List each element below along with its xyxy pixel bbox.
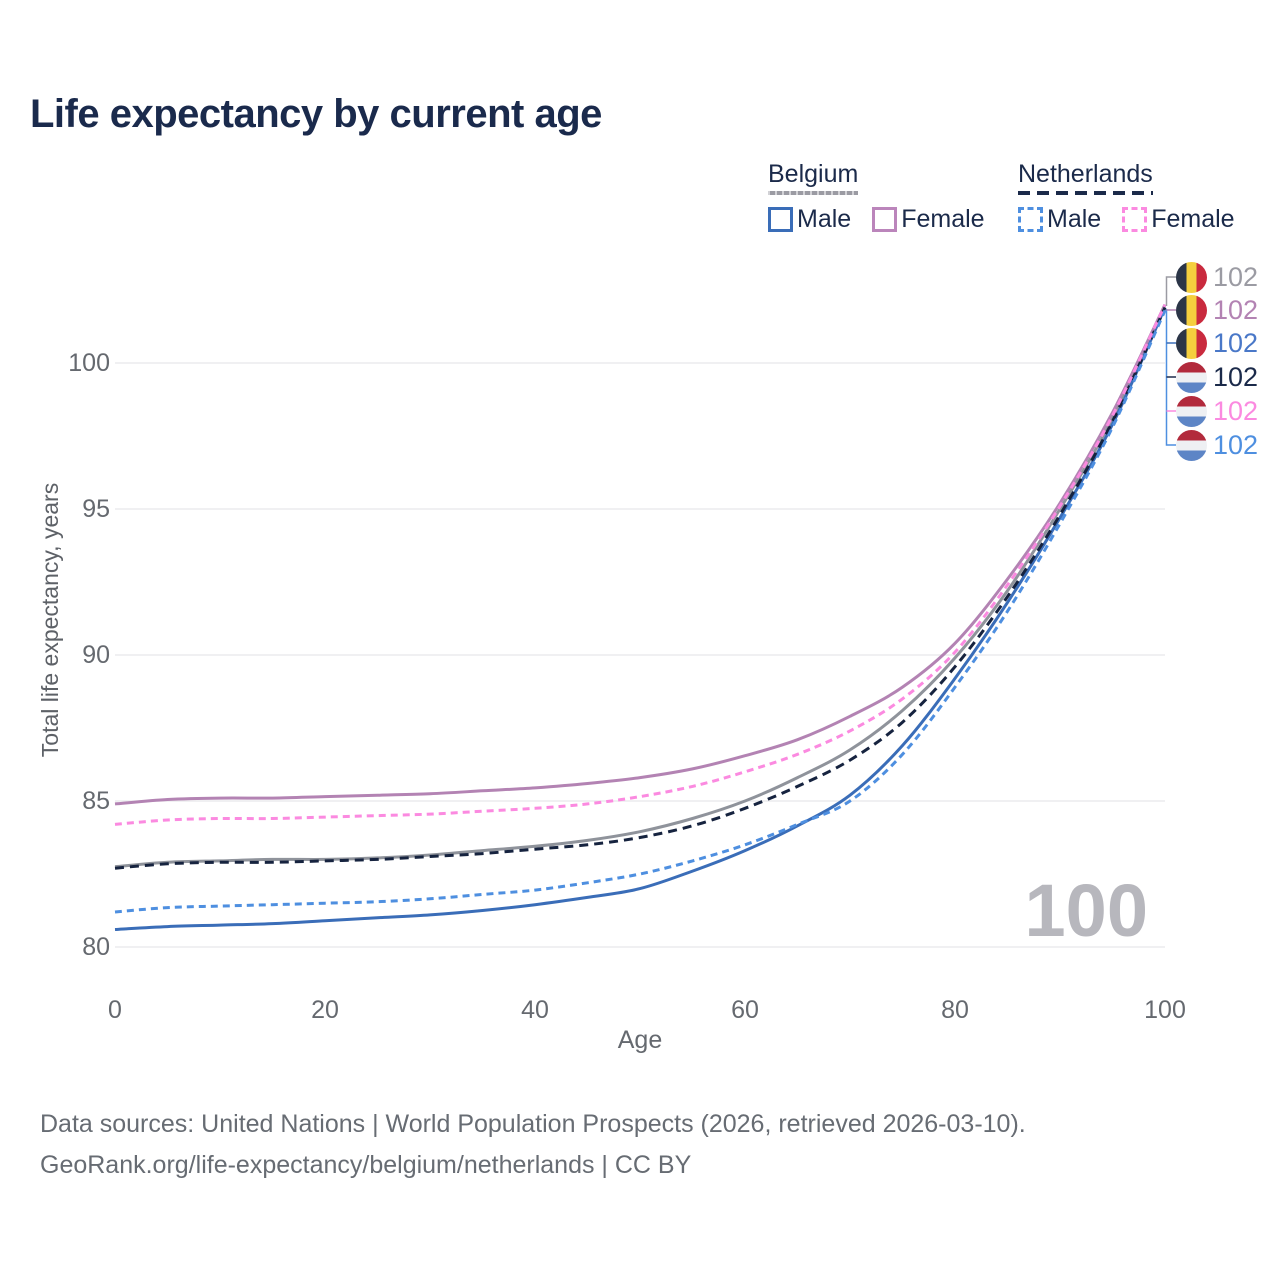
end-label-row-nl-female: 102 <box>1176 395 1259 427</box>
end-label-row-be-female: 102 <box>1176 294 1259 326</box>
legend-linestyle-dashed-sample <box>1018 191 1153 195</box>
x-tick-label-100: 100 <box>1144 996 1186 1024</box>
x-tick-label-20: 20 <box>311 996 339 1024</box>
end-label-row-be-both: 102 <box>1176 261 1259 293</box>
y-tick-label-95: 95 <box>82 495 110 523</box>
legend-item-belgium-male[interactable]: Male <box>768 205 851 234</box>
end-value-nl-female: 102 <box>1213 395 1259 426</box>
x-tick-label-60: 60 <box>731 996 759 1024</box>
y-tick-label-80: 80 <box>82 933 110 961</box>
end-label-row-nl-male: 102 <box>1176 429 1259 461</box>
end-value-be-both: 102 <box>1213 261 1259 292</box>
y-tick-label-100: 100 <box>68 349 110 377</box>
legend-item-label: Female <box>901 205 985 233</box>
netherlands-flag-icon <box>1176 361 1207 393</box>
legend-item-netherlands-female[interactable]: Female <box>1122 205 1235 234</box>
footer-attribution: GeoRank.org/life-expectancy/belgium/neth… <box>40 1151 692 1179</box>
legend-group-netherlands: Netherlands Male Female <box>1018 160 1235 234</box>
x-tick-label-40: 40 <box>521 996 549 1024</box>
legend-item-label: Male <box>797 205 852 233</box>
legend-header-belgium: Belgium <box>768 160 859 195</box>
legend-swatch-netherlands-male-icon <box>1018 207 1043 232</box>
leader-line-nl-male <box>1165 309 1176 446</box>
netherlands-flag-icon <box>1176 395 1207 427</box>
belgium-flag-icon <box>1176 261 1207 293</box>
end-value-be-male: 102 <box>1213 327 1259 358</box>
end-label-row-be-male: 102 <box>1176 327 1259 359</box>
series-line-nl-male <box>114 309 1167 914</box>
legend-header-netherlands: Netherlands <box>1018 160 1153 195</box>
legend-country-label: Belgium <box>768 160 859 188</box>
legend-linestyle-solid-sample <box>768 191 859 195</box>
end-label-row-nl-both: 102 <box>1176 361 1259 393</box>
netherlands-flag-icon <box>1176 429 1207 461</box>
series-line-nl-female <box>114 303 1167 826</box>
series-line-be-both <box>114 303 1167 869</box>
legend-swatch-belgium-female-icon <box>872 207 898 232</box>
x-tick-label-80: 80 <box>941 996 969 1024</box>
legend-swatch-belgium-male-icon <box>768 207 793 232</box>
legend-item-label: Male <box>1047 205 1102 233</box>
series-line-be-male <box>114 306 1167 931</box>
belgium-flag-icon <box>1176 294 1207 326</box>
footer-data-sources: Data sources: United Nations | World Pop… <box>40 1110 1026 1138</box>
x-tick-label-0: 0 <box>108 996 122 1024</box>
age-frame-watermark: 100 <box>1024 869 1148 952</box>
series-line-be-female <box>114 303 1167 806</box>
y-tick-label-90: 90 <box>82 641 110 669</box>
legend-country-label: Netherlands <box>1018 160 1153 188</box>
footer: Data sources: United Nations | World Pop… <box>40 1104 1026 1186</box>
y-tick-label-85: 85 <box>82 787 110 815</box>
x-axis-title: Age <box>617 1026 663 1054</box>
series-line-nl-both <box>114 306 1167 870</box>
end-value-be-female: 102 <box>1213 294 1259 325</box>
end-value-nl-both: 102 <box>1213 361 1259 392</box>
page-title: Life expectancy by current age <box>30 92 602 136</box>
legend-item-belgium-female[interactable]: Female <box>872 205 985 234</box>
legend-swatch-netherlands-female-icon <box>1122 207 1148 232</box>
legend-item-netherlands-male[interactable]: Male <box>1018 205 1101 234</box>
legend-item-label: Female <box>1151 205 1235 233</box>
belgium-flag-icon <box>1176 327 1207 359</box>
end-value-nl-male: 102 <box>1213 429 1259 460</box>
leader-line-be-both <box>1165 276 1176 306</box>
legend-group-belgium: Belgium Male Female <box>768 160 985 234</box>
